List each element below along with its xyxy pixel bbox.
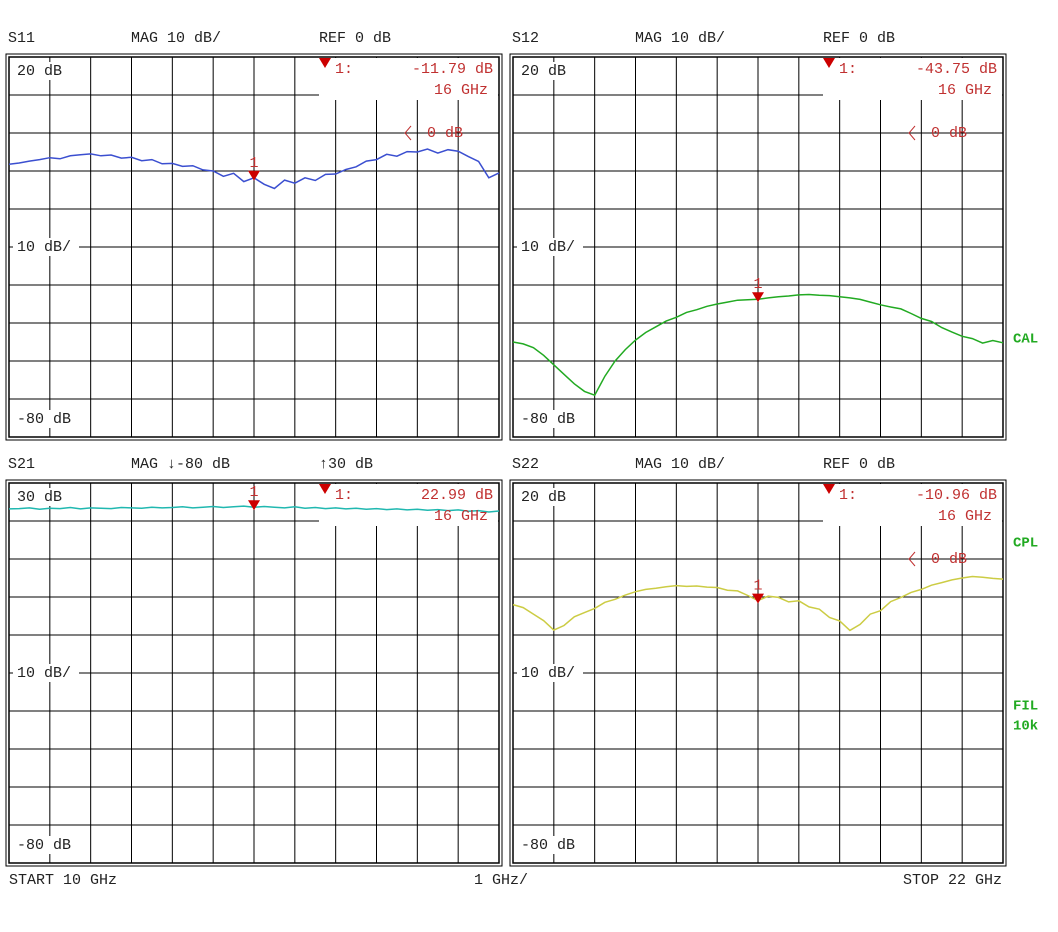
ref-arrow [908, 551, 916, 567]
y-scale-label: 10 dB/ [17, 665, 71, 682]
readout-index: 1: [335, 487, 353, 504]
label-bg [13, 62, 71, 80]
ref-marker-label: 0 dB [931, 125, 967, 142]
scale-label: MAG 10 dB/ [635, 30, 725, 47]
label-bg [13, 410, 71, 428]
readout-marker [823, 484, 835, 494]
label-bg [517, 410, 575, 428]
readout-value: -10.96 dB [916, 487, 997, 504]
y-scale-label: -80 dB [17, 837, 71, 854]
readout-index: 1: [839, 487, 857, 504]
frame [509, 53, 1007, 441]
trace-name: S22 [512, 456, 539, 473]
label-bg [517, 62, 575, 80]
ref-label: REF 0 dB [823, 456, 895, 473]
marker-label: 1 [249, 155, 258, 172]
step-label: 1 GHz/ [474, 872, 528, 889]
readout-freq: 16 GHz [938, 508, 992, 525]
label-bg [13, 238, 79, 256]
y-scale-label: 20 dB [521, 489, 566, 506]
readout-freq: 16 GHz [434, 508, 488, 525]
readout-freq: 16 GHz [938, 82, 992, 99]
label-bg [517, 488, 575, 506]
readout-value: 22.99 dB [421, 487, 493, 504]
marker-label: 1 [753, 276, 762, 293]
marker [248, 500, 260, 511]
scale-label: MAG 10 dB/ [131, 30, 221, 47]
ref-arrow [404, 125, 412, 141]
frame [509, 479, 1007, 867]
scale-label: MAG 10 dB/ [635, 456, 725, 473]
trace-name: S12 [512, 30, 539, 47]
label-bg [13, 664, 79, 682]
start-label: START 10 GHz [9, 872, 117, 889]
frame [5, 53, 503, 441]
readout-mask [319, 484, 498, 526]
readout-value: -11.79 dB [412, 61, 493, 78]
marker [248, 170, 260, 181]
side-label: FIL [1013, 699, 1038, 715]
readout-value: -43.75 dB [916, 61, 997, 78]
y-scale-label: 20 dB [17, 63, 62, 80]
trace-name: S11 [8, 30, 35, 47]
readout-freq: 16 GHz [434, 82, 488, 99]
label-bg [517, 238, 583, 256]
ref-label: REF 0 dB [319, 30, 391, 47]
label-bg [13, 836, 71, 854]
trace-name: S21 [8, 456, 35, 473]
ref-label: ↑30 dB [319, 456, 373, 473]
readout-marker [319, 484, 331, 494]
stop-label: STOP 22 GHz [903, 872, 1002, 889]
readout-mask [319, 58, 498, 100]
marker-label: 1 [753, 578, 762, 595]
y-scale-label: 30 dB [17, 489, 62, 506]
label-bg [517, 836, 575, 854]
y-scale-label: 20 dB [521, 63, 566, 80]
ref-label: REF 0 dB [823, 30, 895, 47]
side-label: CPL [1013, 536, 1038, 552]
ref-arrow [908, 125, 916, 141]
readout-mask [823, 484, 1002, 526]
y-scale-label: 10 dB/ [521, 665, 575, 682]
y-scale-label: 10 dB/ [17, 239, 71, 256]
ref-marker-label: 0 dB [427, 125, 463, 142]
readout-mask [823, 58, 1002, 100]
label-bg [517, 664, 583, 682]
frame [5, 479, 503, 867]
scale-label: MAG ↓-80 dB [131, 456, 230, 473]
readout-index: 1: [839, 61, 857, 78]
ref-marker-label: 0 dB [931, 551, 967, 568]
side-label: 10k [1013, 719, 1038, 735]
y-scale-label: -80 dB [521, 837, 575, 854]
y-scale-label: -80 dB [521, 411, 575, 428]
y-scale-label: 10 dB/ [521, 239, 575, 256]
marker [752, 593, 764, 604]
label-bg [13, 488, 71, 506]
readout-marker [823, 58, 835, 68]
readout-marker [319, 58, 331, 68]
marker [752, 292, 764, 303]
readout-index: 1: [335, 61, 353, 78]
side-label: CAL [1013, 332, 1038, 348]
y-scale-label: -80 dB [17, 411, 71, 428]
marker-label: 1 [249, 484, 258, 501]
